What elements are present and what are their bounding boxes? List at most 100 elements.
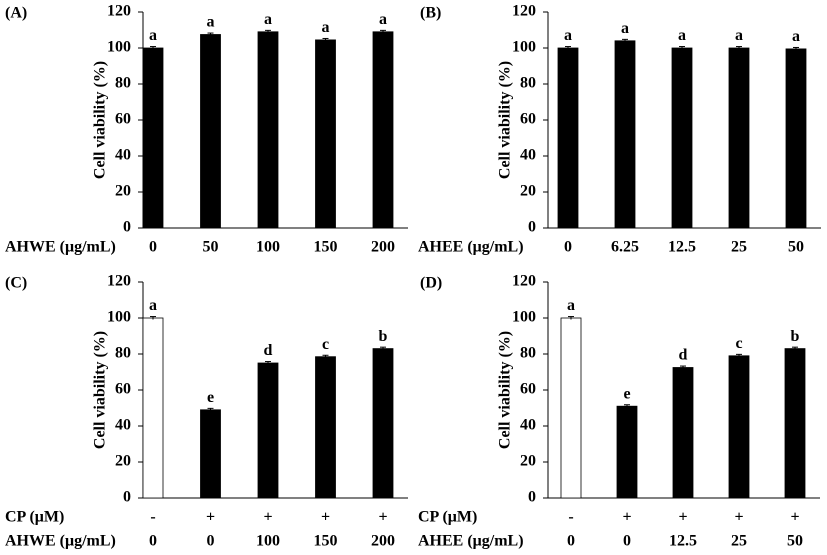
y-tick-label: 80 — [115, 345, 131, 362]
significance-letter: a — [149, 27, 157, 44]
y-tick-label: 120 — [107, 273, 131, 290]
significance-letter: b — [379, 328, 388, 345]
x-tick-label: 0 — [567, 533, 575, 550]
y-tick-label: 0 — [528, 219, 536, 236]
x-tick-label: 0 — [207, 533, 215, 550]
x-tick-label: 100 — [256, 239, 280, 256]
significance-letter: a — [149, 297, 157, 314]
y-tick-label: 0 — [123, 219, 131, 236]
bar — [672, 367, 694, 499]
x-tick-label: + — [321, 509, 330, 526]
x-tick-label: 25 — [731, 533, 747, 550]
x-tick-label: - — [568, 509, 573, 526]
y-tick-label: 80 — [520, 75, 536, 92]
significance-letter: c — [322, 336, 329, 353]
bar — [614, 40, 636, 229]
significance-letter: c — [735, 335, 742, 352]
bar — [616, 405, 638, 499]
x-tick-label: - — [150, 509, 155, 526]
x-row-label: CP (μM) — [418, 509, 477, 526]
bar — [372, 31, 394, 229]
x-row-label: AHEE (μg/mL) — [418, 239, 524, 256]
x-tick-label: 12.5 — [669, 533, 697, 550]
x-tick-label: 0 — [149, 239, 157, 256]
y-tick-label: 40 — [520, 417, 536, 434]
panel-title: (A) — [5, 5, 27, 22]
y-tick-label: 60 — [520, 381, 536, 398]
bar — [142, 317, 164, 499]
x-tick-label: + — [734, 509, 743, 526]
significance-letter: a — [678, 27, 686, 44]
y-tick-label: 40 — [115, 417, 131, 434]
significance-letter: a — [735, 27, 743, 44]
y-axis-label: Cell viability (%) — [497, 61, 514, 179]
y-tick-label: 20 — [520, 183, 536, 200]
x-tick-label: 25 — [731, 239, 747, 256]
y-tick-label: 80 — [520, 345, 536, 362]
x-tick-label: 100 — [256, 533, 280, 550]
x-tick-label: + — [206, 509, 215, 526]
y-tick-label: 80 — [115, 75, 131, 92]
significance-letter: a — [264, 11, 272, 28]
y-tick-label: 60 — [520, 111, 536, 128]
y-tick-label: 100 — [107, 309, 131, 326]
bar — [560, 317, 582, 499]
x-tick-label: + — [378, 509, 387, 526]
y-tick-label: 120 — [512, 3, 536, 20]
x-tick-label: + — [622, 509, 631, 526]
bar — [142, 47, 164, 229]
y-tick-label: 0 — [528, 489, 536, 506]
x-tick-label: 200 — [371, 533, 395, 550]
x-row-label: CP (μM) — [5, 509, 64, 526]
y-tick-label: 100 — [107, 39, 131, 56]
significance-letter: a — [379, 11, 387, 28]
panel-title: (D) — [420, 275, 442, 292]
y-tick-label: 60 — [115, 381, 131, 398]
y-tick-label: 0 — [123, 489, 131, 506]
y-tick-label: 20 — [115, 453, 131, 470]
y-tick-label: 40 — [115, 147, 131, 164]
significance-letter: a — [792, 28, 800, 45]
significance-letter: a — [322, 19, 330, 36]
bar — [257, 31, 279, 229]
y-axis-label: Cell viability (%) — [497, 331, 514, 449]
bar — [728, 355, 750, 499]
significance-letter: a — [207, 14, 215, 31]
x-tick-label: + — [678, 509, 687, 526]
bar — [728, 47, 750, 229]
x-tick-label: 150 — [314, 239, 338, 256]
y-axis-label: Cell viability (%) — [92, 331, 109, 449]
x-tick-label: 6.25 — [611, 239, 639, 256]
x-tick-label: 200 — [371, 239, 395, 256]
x-tick-label: 0 — [623, 533, 631, 550]
bar — [671, 47, 693, 229]
y-tick-label: 20 — [115, 183, 131, 200]
x-row-label: AHWE (μg/mL) — [5, 239, 116, 256]
significance-letter: b — [791, 328, 800, 345]
x-tick-label: 0 — [564, 239, 572, 256]
significance-letter: e — [207, 389, 214, 406]
bar — [557, 47, 579, 229]
y-tick-label: 120 — [107, 3, 131, 20]
bar — [785, 48, 807, 229]
panel-title: (C) — [5, 275, 27, 292]
x-tick-label: + — [263, 509, 272, 526]
x-tick-label: + — [790, 509, 799, 526]
x-tick-label: 50 — [203, 239, 219, 256]
x-tick-label: 50 — [787, 533, 803, 550]
y-axis-label: Cell viability (%) — [92, 61, 109, 179]
significance-letter: d — [679, 347, 688, 364]
bar — [372, 348, 394, 499]
significance-letter: a — [564, 27, 572, 44]
significance-letter: a — [567, 297, 575, 314]
x-tick-label: 0 — [149, 533, 157, 550]
x-row-label: AHEE (μg/mL) — [418, 533, 524, 550]
bar — [200, 34, 221, 229]
significance-letter: e — [623, 385, 630, 402]
y-tick-label: 20 — [520, 453, 536, 470]
bar — [315, 39, 336, 229]
y-tick-label: 100 — [512, 309, 536, 326]
panel-title: (B) — [420, 5, 441, 22]
significance-letter: a — [621, 20, 629, 37]
